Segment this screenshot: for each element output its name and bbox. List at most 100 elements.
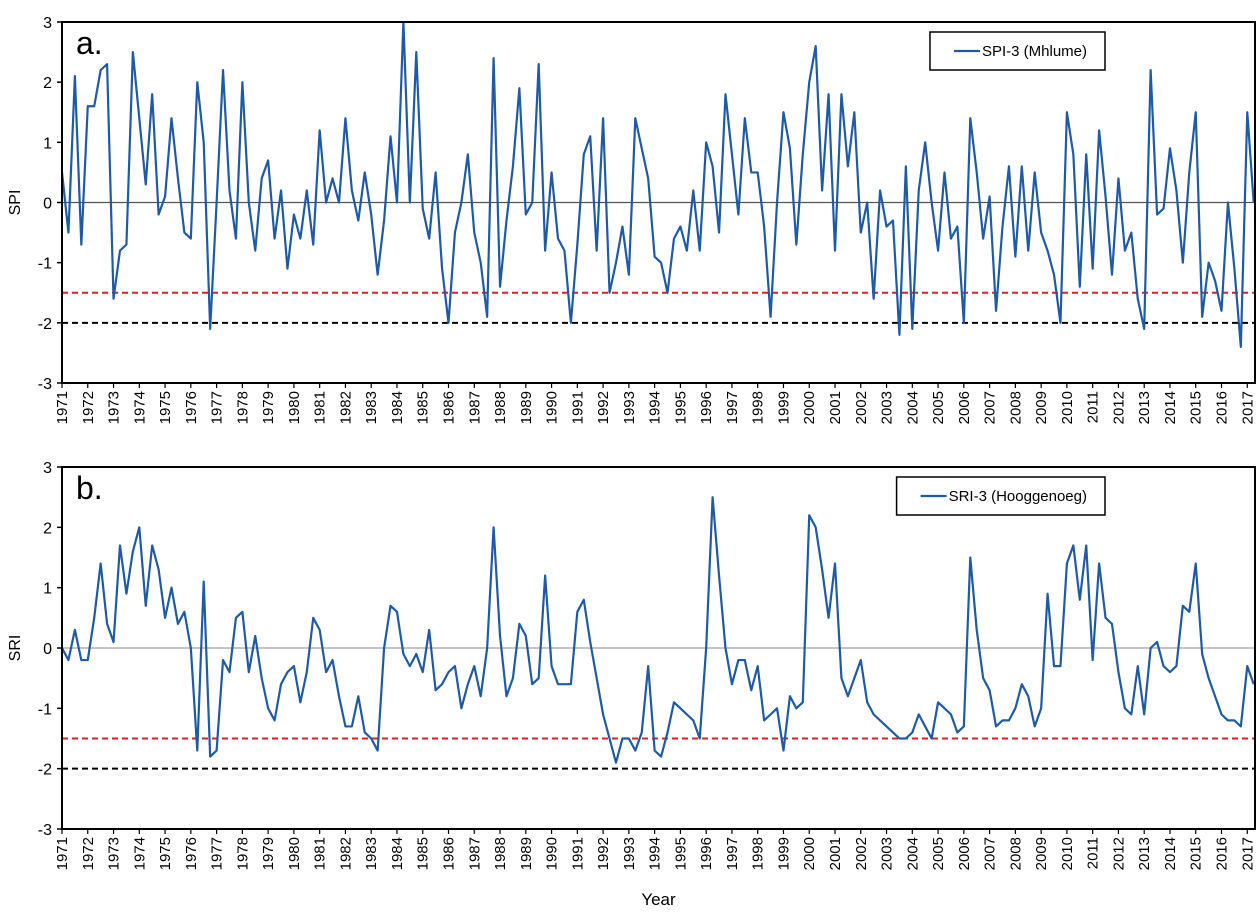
x-tick-label: 2017: [1239, 837, 1256, 870]
x-tick-label: 1990: [544, 837, 561, 870]
x-tick-label: 2000: [801, 837, 818, 870]
x-tick-label: 1996: [698, 837, 715, 870]
x-tick-label: 2003: [879, 837, 896, 870]
x-tick-label: 2006: [956, 837, 973, 870]
x-tick-label: 1974: [131, 391, 148, 424]
x-tick-label: 1971: [54, 391, 71, 424]
plot-frame: [61, 21, 1256, 384]
legend: SPI-3 (Mhlume): [929, 31, 1106, 71]
x-tick-label: 1983: [363, 391, 380, 424]
legend: SRI-3 (Hooggenoeg): [895, 476, 1106, 516]
x-tick-label: 2011: [1085, 391, 1102, 423]
x-tick-label: 1974: [131, 837, 148, 870]
x-tick-label: 1978: [234, 837, 251, 870]
x-tick-label: 2001: [827, 837, 844, 870]
y-tick-label: -2: [38, 316, 52, 333]
x-tick-label: 2005: [930, 837, 947, 870]
x-tick-label: 1985: [415, 837, 432, 870]
x-tick-label: 1978: [234, 391, 251, 424]
x-tick-label: 2006: [956, 391, 973, 424]
x-tick-label: 1991: [569, 837, 586, 870]
x-tick-label: 2010: [1059, 391, 1076, 424]
y-tick-label: 1: [43, 135, 52, 152]
x-tick-label: 2012: [1110, 391, 1127, 424]
x-tick-label: 2008: [1007, 837, 1024, 870]
x-tick-label: 1997: [724, 837, 741, 870]
x-tick-label: 2002: [853, 391, 870, 424]
x-tick-label: 2016: [1214, 391, 1231, 424]
y-tick-label: -1: [38, 701, 52, 718]
x-tick-label: 1993: [621, 391, 638, 424]
x-tick-label: 1985: [415, 391, 432, 424]
x-tick-label: 1999: [775, 391, 792, 424]
x-tick-label: 2012: [1110, 837, 1127, 870]
y-tick-label: 1: [43, 581, 52, 598]
x-tick-label: 1980: [286, 837, 303, 870]
x-tick-label: 2003: [879, 391, 896, 424]
x-tick-label: 2010: [1059, 837, 1076, 870]
x-tick-label: 2001: [827, 391, 844, 424]
x-tick-label: 1998: [750, 837, 767, 870]
x-tick-label: 2007: [982, 837, 999, 870]
legend-label: SPI-3 (Mhlume): [982, 43, 1087, 60]
x-tick-label: 1973: [106, 837, 123, 870]
data-line: [62, 22, 1255, 348]
x-tick-label: 1982: [337, 391, 354, 424]
x-tick-label: 2002: [853, 837, 870, 870]
x-tick-label: 2014: [1162, 837, 1179, 870]
x-tick-label: 1979: [260, 391, 277, 424]
x-tick-label: 1994: [647, 391, 664, 424]
x-tick-label: 1994: [647, 837, 664, 870]
x-tick-label: 1999: [775, 837, 792, 870]
y-tick-label: 0: [43, 196, 52, 213]
x-tick-label: 1973: [106, 391, 123, 424]
x-tick-label: 1992: [595, 837, 612, 870]
x-tick-label: 1972: [80, 837, 97, 870]
y-tick-label: 2: [43, 75, 52, 92]
x-tick-label: 2013: [1136, 837, 1153, 870]
x-tick-label: 1972: [80, 391, 97, 424]
x-tick-label: 1993: [621, 837, 638, 870]
x-axis-label: Year: [641, 890, 676, 909]
x-tick-label: 1984: [389, 391, 406, 424]
x-tick-label: 1982: [337, 837, 354, 870]
x-tick-label: 1989: [518, 391, 535, 424]
x-tick-label: 1979: [260, 837, 277, 870]
x-tick-label: 2015: [1188, 837, 1205, 870]
x-tick-label: 1975: [157, 837, 174, 870]
y-tick-label: -3: [38, 376, 52, 393]
x-tick-label: 1977: [209, 391, 226, 424]
x-tick-label: 1988: [492, 837, 509, 870]
x-tick-label: 2011: [1085, 837, 1102, 869]
x-tick-label: 1983: [363, 837, 380, 870]
legend-label: SRI-3 (Hooggenoeg): [949, 488, 1087, 505]
x-tick-label: 1987: [466, 837, 483, 870]
x-tick-label: 2004: [904, 837, 921, 870]
x-tick-label: 1995: [672, 391, 689, 424]
x-tick-label: 2008: [1007, 391, 1024, 424]
x-tick-label: 2007: [982, 391, 999, 424]
x-tick-label: 1988: [492, 391, 509, 424]
x-tick-label: 1981: [312, 391, 329, 424]
x-tick-label: 1992: [595, 391, 612, 424]
x-tick-label: 1998: [750, 391, 767, 424]
y-axis-label: SRI: [7, 635, 24, 662]
x-tick-label: 1986: [441, 391, 458, 424]
y-tick-label: -1: [38, 256, 52, 273]
x-tick-label: 1980: [286, 391, 303, 424]
x-tick-label: 1981: [312, 837, 329, 870]
x-tick-label: 2005: [930, 391, 947, 424]
x-tick-label: 2000: [801, 391, 818, 424]
x-tick-label: 2016: [1214, 837, 1231, 870]
y-tick-label: 2: [43, 520, 52, 537]
x-tick-label: 2009: [1033, 391, 1050, 424]
x-tick-label: 1976: [183, 391, 200, 424]
x-tick-label: 1977: [209, 837, 226, 870]
x-tick-label: 2013: [1136, 391, 1153, 424]
x-tick-label: 2014: [1162, 391, 1179, 424]
x-tick-label: 1975: [157, 391, 174, 424]
x-tick-label: 1986: [441, 837, 458, 870]
x-tick-label: 2015: [1188, 391, 1205, 424]
y-axis-label: SPI: [7, 190, 24, 216]
x-tick-label: 1997: [724, 391, 741, 424]
